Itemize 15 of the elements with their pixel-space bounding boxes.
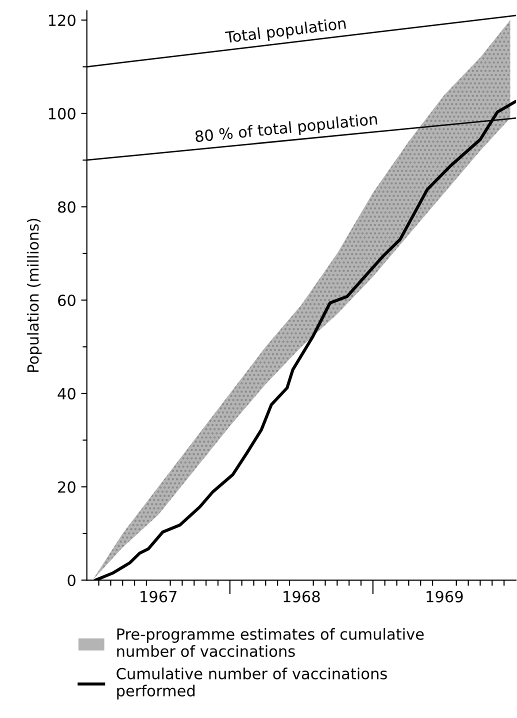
x-tick-label: 1967 [140, 590, 177, 602]
legend-label: Cumulative number of vaccinations performed [116, 668, 387, 700]
y-tick-label: 40 [58, 388, 76, 400]
legend-label: Pre-programme estimates of cumulative number of vaccinations [117, 628, 424, 657]
y-tick-label: 100 [48, 108, 76, 120]
x-tick-label: 1969 [426, 590, 463, 602]
y-tick-label: 80 [58, 201, 76, 213]
annotation: 80 % of total population [194, 112, 378, 146]
y-tick-label: 120 [48, 14, 76, 26]
annotation: Total population [224, 17, 346, 46]
y-tick-label: 20 [58, 481, 76, 493]
y-tick-label: 60 [58, 294, 76, 306]
y-tick-label: 0 [68, 574, 76, 586]
x-tick-label: 1968 [284, 590, 320, 602]
y-axis-title: Population (millions) [26, 218, 42, 372]
